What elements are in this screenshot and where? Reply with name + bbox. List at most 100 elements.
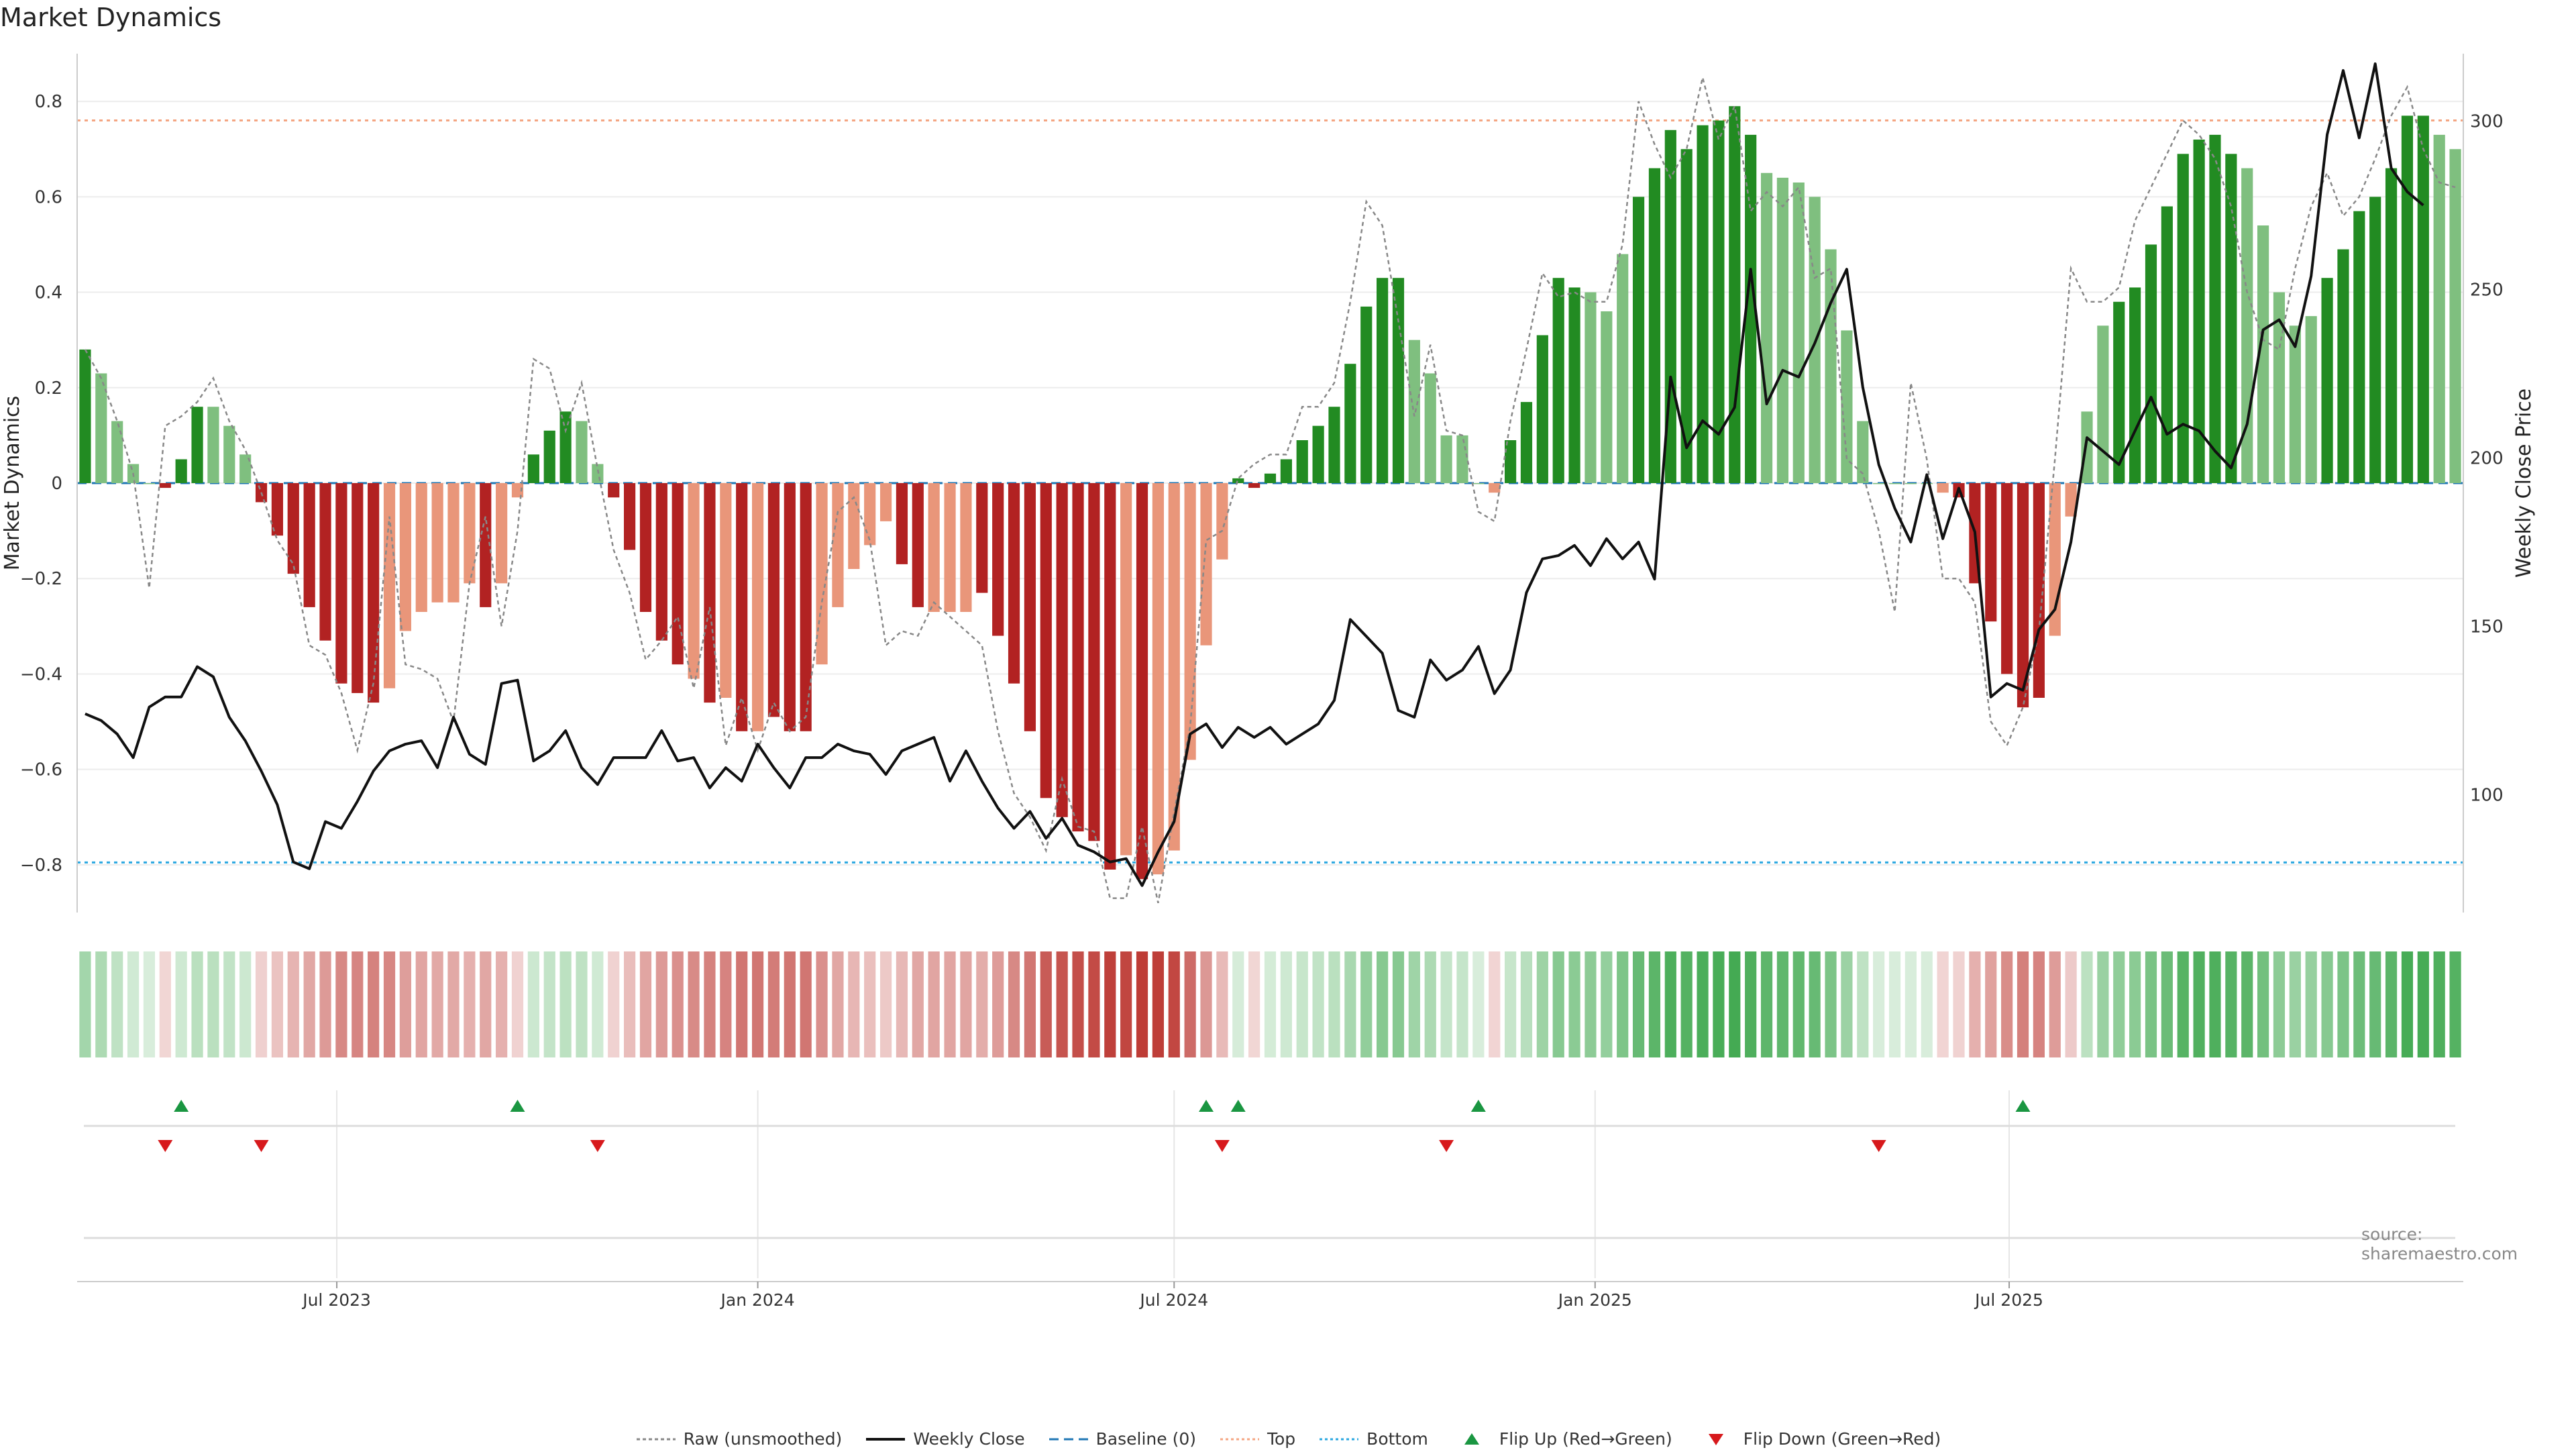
md-bar: [1296, 440, 1308, 483]
heat-cell: [1408, 951, 1420, 1057]
md-bar: [2001, 483, 2013, 674]
md-bar: [447, 483, 460, 603]
md-bar: [1264, 473, 1277, 483]
md-bar: [992, 483, 1004, 636]
heat-cell: [1136, 951, 1148, 1057]
heat-cell: [1152, 951, 1164, 1057]
heat-cell: [944, 951, 956, 1057]
md-bar: [2193, 140, 2205, 483]
heat-cell: [2369, 951, 2381, 1057]
md-bar: [543, 430, 555, 483]
heat-cell: [1953, 951, 1965, 1057]
heat-cell: [1904, 951, 1917, 1057]
heat-cell: [1264, 951, 1277, 1057]
heat-cell: [319, 951, 331, 1057]
md-bar: [2113, 301, 2125, 483]
heat-cell: [1776, 951, 1789, 1057]
md-bar: [1056, 483, 1068, 817]
flip-down-marker: [1871, 1140, 1886, 1152]
y-tick-label: 0.2: [35, 378, 62, 399]
md-bar: [368, 483, 380, 703]
md-bar: [191, 407, 203, 483]
weekly-close-line: [85, 62, 2424, 887]
legend-item: Top: [1219, 1429, 1295, 1449]
md-bar: [1392, 278, 1405, 483]
heat-cell: [960, 951, 972, 1057]
md-bar: [2257, 225, 2269, 483]
heat-cell: [1200, 951, 1212, 1057]
heat-cell: [480, 951, 492, 1057]
y-tick-label: −0.4: [20, 664, 62, 684]
md-bar: [832, 483, 844, 607]
heat-cell: [2033, 951, 2045, 1057]
heat-cell: [271, 951, 284, 1057]
legend-label: Flip Down (Green→Red): [1743, 1429, 1941, 1449]
source-note: source: sharemaestro.com: [2361, 1225, 2518, 1263]
md-bar: [415, 483, 427, 612]
md-bar: [1489, 483, 1501, 493]
heat-cell: [1392, 951, 1405, 1057]
heat-cell: [2385, 951, 2398, 1057]
heat-cell: [1040, 951, 1052, 1057]
md-bar: [1841, 330, 1853, 483]
md-bar: [1697, 125, 1709, 483]
md-bar: [1745, 134, 1757, 483]
md-bar: [399, 483, 411, 631]
heat-cell: [688, 951, 700, 1057]
md-bar: [1617, 254, 1629, 483]
md-bar: [976, 483, 988, 593]
md-bar: [79, 349, 91, 483]
heat-cell: [1504, 951, 1517, 1057]
heat-cell: [127, 951, 140, 1057]
legend-item: Raw (unsmoothed): [635, 1429, 843, 1449]
md-bar: [1472, 483, 1485, 484]
chart-title: Market Dynamics: [0, 3, 222, 32]
md-bar: [1729, 106, 1741, 483]
heat-cell: [559, 951, 572, 1057]
heat-cell: [303, 951, 315, 1057]
heat-cell: [1664, 951, 1676, 1057]
md-bar: [848, 483, 860, 569]
heat-cell: [1072, 951, 1084, 1057]
md-bar: [1937, 483, 1949, 493]
md-bar: [1648, 168, 1661, 483]
heat-cell: [255, 951, 268, 1057]
legend-label: Raw (unsmoothed): [683, 1429, 843, 1449]
md-bar: [2305, 316, 2317, 483]
heat-cell: [239, 951, 252, 1057]
heat-cell: [1985, 951, 1997, 1057]
x-axis: Jul 2023 Jan 2024 Jul 2024 Jan 2025 Jul 2025: [77, 1281, 2463, 1310]
md-bar: [527, 454, 539, 483]
md-bar: [1280, 459, 1292, 483]
legend-label: Baseline (0): [1095, 1429, 1196, 1449]
md-bar: [2337, 249, 2349, 483]
md-bar: [1072, 483, 1084, 832]
flip-up-marker: [510, 1100, 525, 1112]
heat-cell: [767, 951, 780, 1057]
heat-cell: [912, 951, 924, 1057]
y-tick-label: −0.6: [20, 760, 62, 780]
md-bar: [704, 483, 716, 703]
md-bar: [1040, 483, 1052, 798]
heat-cell: [800, 951, 812, 1057]
heat-cell: [1328, 951, 1340, 1057]
heat-cell: [2113, 951, 2125, 1057]
y-tick-label: 0: [51, 474, 62, 494]
heat-cell: [2065, 951, 2077, 1057]
heat-cell: [2081, 951, 2093, 1057]
heat-cell: [464, 951, 476, 1057]
md-bar: [559, 411, 572, 483]
md-bar: [2353, 211, 2365, 483]
md-bar: [944, 483, 956, 612]
md-bar: [736, 483, 748, 731]
md-bar: [1024, 483, 1036, 731]
heat-cell: [672, 951, 684, 1057]
md-bar: [1408, 340, 1420, 483]
heat-cell: [1056, 951, 1068, 1057]
md-bar: [1552, 278, 1564, 483]
heat-cell: [175, 951, 187, 1057]
raw-series: [84, 77, 2456, 904]
md-bar: [1440, 435, 1452, 483]
heat-cell: [736, 951, 748, 1057]
heat-cell: [704, 951, 716, 1057]
